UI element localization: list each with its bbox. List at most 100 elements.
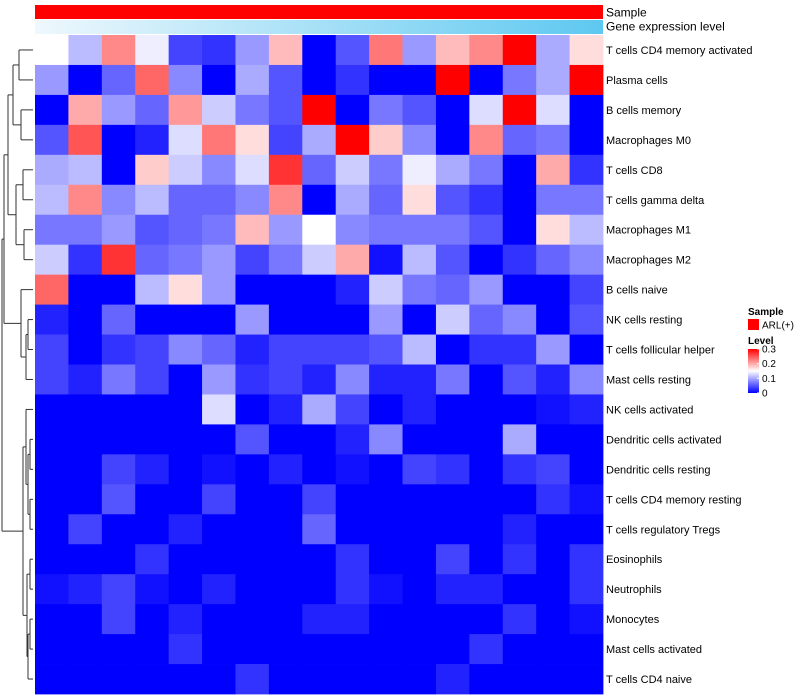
heatmap-cell xyxy=(135,274,170,305)
heatmap-cell xyxy=(402,604,437,635)
row-labels: T cells CD4 memory activated Plasma cells… xyxy=(606,45,753,686)
heatmap-cell xyxy=(235,35,270,66)
heatmap-cell xyxy=(402,154,437,186)
heatmap-cell xyxy=(235,604,270,635)
legend-level-title: Level xyxy=(748,336,774,347)
heatmap-cell xyxy=(402,94,437,126)
heatmap-cell xyxy=(569,394,604,425)
heatmap-cell xyxy=(268,304,303,335)
heatmap-cell xyxy=(35,214,69,246)
heatmap-cell xyxy=(335,214,370,246)
heatmap-cell xyxy=(469,334,504,365)
heatmap-cell xyxy=(569,274,604,305)
heatmap-cell xyxy=(569,124,604,156)
heatmap-cell xyxy=(335,544,370,575)
heatmap-cell xyxy=(202,184,236,216)
heatmap-cell xyxy=(68,274,103,305)
heatmap-cell xyxy=(35,154,69,186)
heatmap-cell xyxy=(135,424,170,455)
heatmap-cell xyxy=(536,364,570,395)
heatmap-cell xyxy=(302,244,337,276)
heatmap-cell xyxy=(302,94,337,126)
heatmap-cell xyxy=(268,484,303,515)
heatmap-cell xyxy=(168,484,203,515)
heatmap-cell xyxy=(235,544,270,575)
heatmap-cell xyxy=(68,124,103,156)
heatmap-cell xyxy=(68,364,103,395)
heatmap-cell xyxy=(268,64,303,96)
heatmap-cell xyxy=(536,454,570,485)
heatmap-cell xyxy=(35,664,69,695)
heatmap-cell xyxy=(536,35,570,66)
heatmap-cell xyxy=(302,634,337,665)
heatmap-cell xyxy=(68,94,103,126)
heatmap-cell xyxy=(369,244,403,276)
heatmap-cell xyxy=(435,604,470,635)
heatmap-cell xyxy=(168,424,203,455)
heatmap-cell xyxy=(302,454,337,485)
heatmap-cell xyxy=(502,64,537,96)
heatmap-cell xyxy=(68,154,103,186)
heatmap-cell xyxy=(569,35,604,66)
heatmap-cell xyxy=(502,244,537,276)
heatmap-cell xyxy=(335,244,370,276)
heatmap-cell xyxy=(101,514,136,545)
heatmap-cell xyxy=(135,244,170,276)
heatmap-cell xyxy=(435,304,470,335)
heatmap-cell xyxy=(335,664,370,695)
heatmap-cell xyxy=(202,454,236,485)
heatmap-cell xyxy=(536,274,570,305)
heatmap-cell xyxy=(536,244,570,276)
heatmap-cell xyxy=(202,64,236,96)
heatmap-cell xyxy=(435,334,470,365)
heatmap-cell xyxy=(235,214,270,246)
heatmap-cell xyxy=(469,214,504,246)
legend-sample-title: Sample xyxy=(748,307,784,318)
heatmap-cell xyxy=(168,304,203,335)
expression-annotation-bar xyxy=(35,20,603,34)
heatmap-cell xyxy=(302,484,337,515)
heatmap-cell xyxy=(569,214,604,246)
row-label: T cells CD4 naive xyxy=(606,674,692,686)
heatmap-cell xyxy=(68,484,103,515)
row-label: Macrophages M0 xyxy=(606,135,691,147)
heatmap-cell xyxy=(202,334,236,365)
heatmap-cell xyxy=(502,154,537,186)
heatmap-cell xyxy=(369,64,403,96)
heatmap-cell xyxy=(369,304,403,335)
heatmap-cell xyxy=(268,154,303,186)
heatmap-cell xyxy=(168,664,203,695)
legend-tick-label: 0.3 xyxy=(762,345,776,356)
heatmap-cell xyxy=(168,544,203,575)
heatmap-cell xyxy=(569,514,604,545)
heatmap-cell xyxy=(68,634,103,665)
heatmap-cell xyxy=(135,124,170,156)
heatmap-cell xyxy=(569,634,604,665)
row-label: Macrophages M2 xyxy=(606,255,691,267)
heatmap-cell xyxy=(569,454,604,485)
heatmap-cell xyxy=(469,634,504,665)
heatmap-cell xyxy=(402,484,437,515)
heatmap-cell xyxy=(469,94,504,126)
heatmap-cell xyxy=(268,364,303,395)
heatmap-cell xyxy=(536,634,570,665)
heatmap-cell xyxy=(35,64,69,96)
heatmap-cell xyxy=(135,514,170,545)
heatmap-cell xyxy=(369,454,403,485)
heatmap-cell xyxy=(469,35,504,66)
row-dendrogram xyxy=(1,49,33,680)
heatmap-cell xyxy=(35,334,69,365)
heatmap-cell xyxy=(369,484,403,515)
heatmap-cells xyxy=(35,35,604,695)
heatmap-cell xyxy=(168,214,203,246)
heatmap-cell xyxy=(202,35,236,66)
heatmap-cell xyxy=(402,334,437,365)
heatmap-cell xyxy=(435,35,470,66)
row-label: T cells follicular helper xyxy=(606,345,715,357)
heatmap-cell xyxy=(135,94,170,126)
heatmap-cell xyxy=(502,484,537,515)
heatmap-cell xyxy=(402,634,437,665)
heatmap-cell xyxy=(469,244,504,276)
legend-tick-label: 0.1 xyxy=(762,374,776,385)
row-label: T cells CD4 memory activated xyxy=(606,45,753,57)
